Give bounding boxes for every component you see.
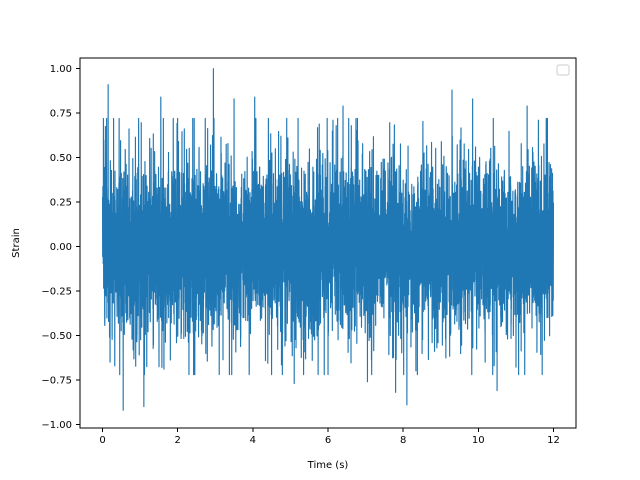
y-tick-label: −0.25 (41, 287, 72, 298)
x-tick-label: 10 (472, 435, 485, 446)
y-axis: −1.00 −0.75 −0.50 −0.25 0.00 0.25 0.50 0.75 1.00 (41, 64, 80, 431)
y-tick-label: −0.75 (41, 375, 72, 386)
x-tick-label: 2 (175, 435, 181, 446)
y-tick-label: 0.25 (50, 198, 72, 209)
x-tick-label: 6 (325, 435, 331, 446)
series-layer (101, 68, 555, 411)
x-axis-label: Time (s) (307, 460, 349, 471)
x-tick-label: 12 (547, 435, 560, 446)
x-tick-label: 4 (250, 435, 256, 446)
legend-box (556, 64, 570, 76)
y-tick-label: 0.50 (50, 153, 72, 164)
y-axis-label: Strain (11, 228, 22, 258)
y-tick-label: −1.00 (41, 420, 72, 431)
y-tick-label: 0.00 (50, 242, 72, 253)
strain-series-line (101, 68, 555, 411)
x-axis: 0 2 4 6 8 10 12 (99, 428, 560, 446)
y-tick-label: 1.00 (50, 64, 72, 75)
y-tick-label: 0.75 (50, 109, 72, 120)
x-tick-label: 0 (99, 435, 105, 446)
y-tick-label: −0.50 (41, 331, 72, 342)
x-tick-label: 8 (400, 435, 406, 446)
